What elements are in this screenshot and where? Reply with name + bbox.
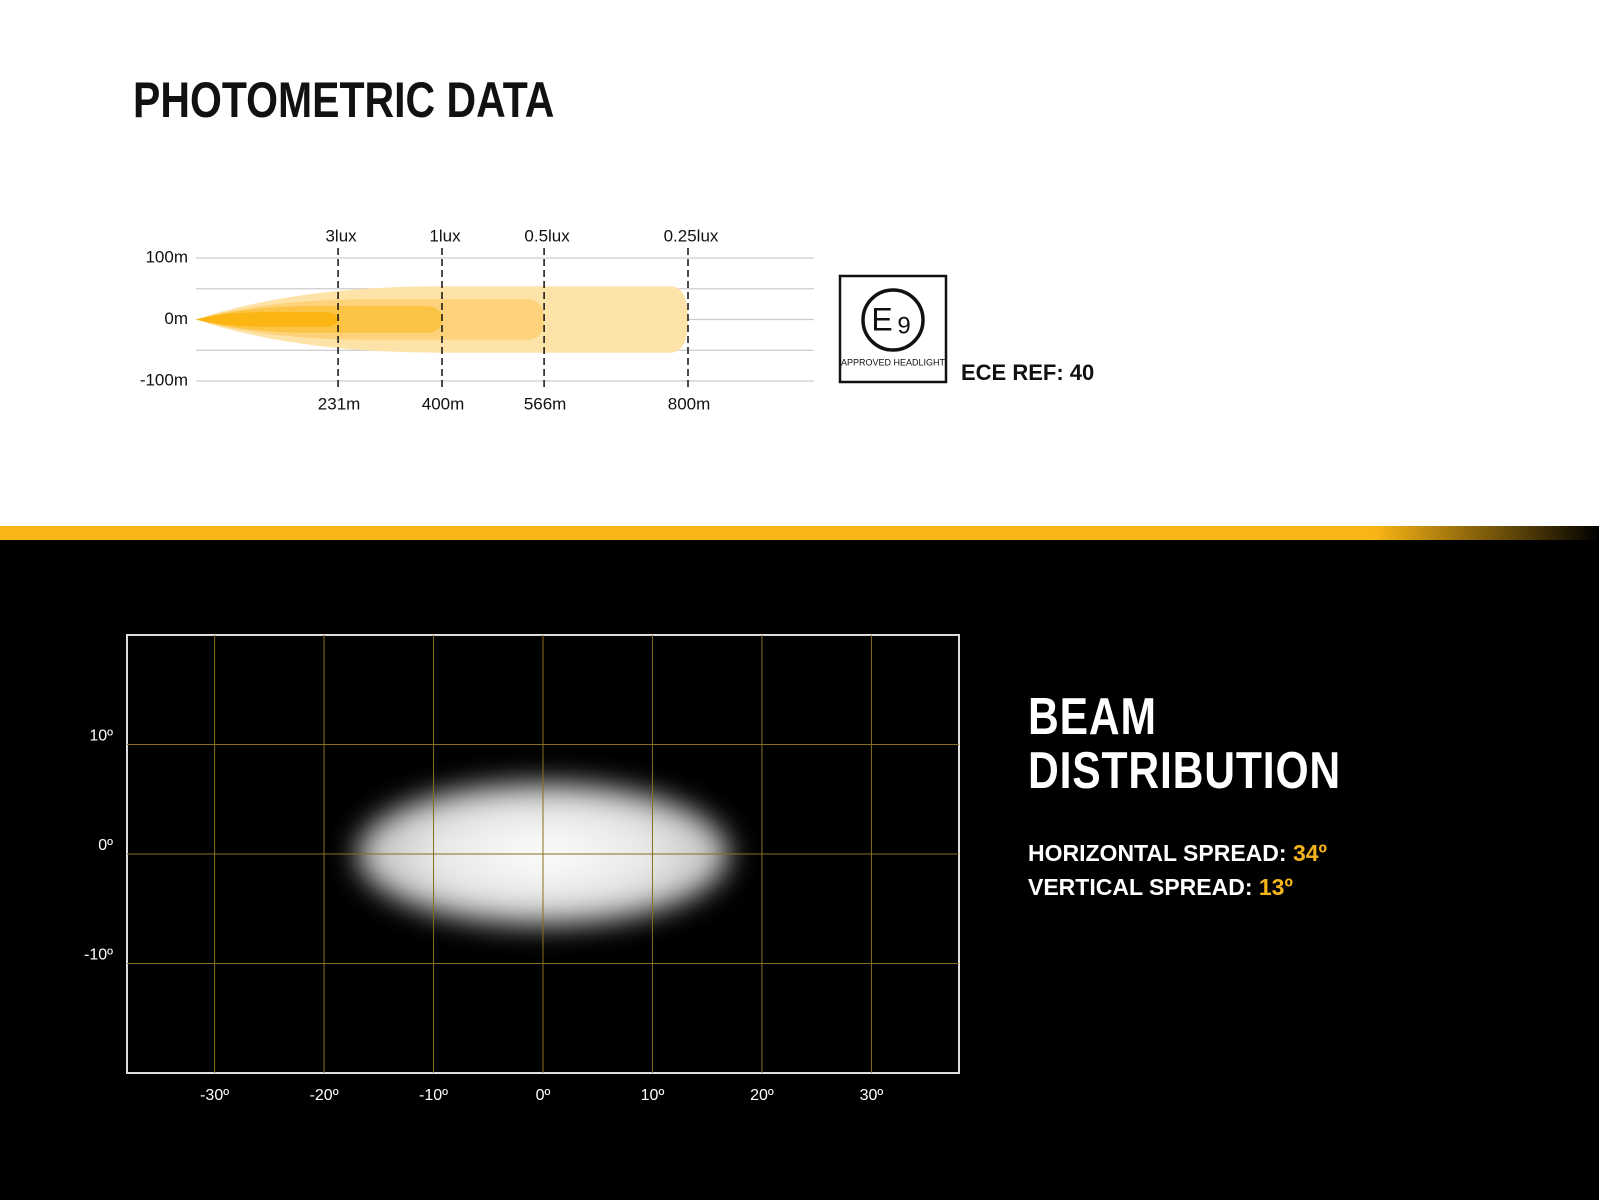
distance-label: 800m [668, 394, 711, 413]
spread-value: 34º [1292, 840, 1327, 866]
y-tick-label: 100m [145, 247, 188, 266]
y-tick-label: -100m [140, 370, 188, 389]
beam-text: BEAM DISTRIBUTION HORIZONTAL SPREAD: 34º… [1028, 688, 1342, 904]
y-tick-label: -10º [84, 947, 113, 964]
distance-label: 400m [422, 394, 465, 413]
page-title: PHOTOMETRIC DATA [133, 72, 554, 128]
distance-label: 231m [318, 394, 361, 413]
vertical-spread: VERTICAL SPREAD: 13º [1028, 870, 1328, 904]
bottom-background [0, 540, 1599, 1200]
y-tick-label: 0m [164, 309, 188, 328]
lux-label: 0.25lux [664, 226, 719, 245]
badge-number: 9 [897, 312, 910, 339]
ece-ref: ECE REF: 40 [961, 360, 1094, 385]
x-tick-label: -20º [310, 1087, 339, 1104]
distance-label: 566m [524, 394, 567, 413]
badge-frame [838, 274, 948, 384]
x-tick-label: 0º [536, 1087, 551, 1104]
lux-label: 1lux [429, 226, 461, 245]
x-tick-label: -30º [200, 1087, 229, 1104]
badge-circle [861, 288, 925, 352]
badge-caption: APPROVED HEADLIGHT [841, 357, 946, 367]
badge-letter: E [871, 301, 892, 337]
lux-label: 0.5lux [524, 226, 570, 245]
x-tick-label: -10º [419, 1087, 448, 1104]
spread-value: 13º [1258, 874, 1293, 900]
isolux-shape [196, 312, 339, 327]
x-tick-label: 10º [641, 1087, 665, 1104]
beam-title: BEAM DISTRIBUTION [1028, 688, 1342, 800]
accent-band [0, 526, 1599, 540]
x-tick-label: 20º [750, 1087, 774, 1104]
spread-label: HORIZONTAL SPREAD: [1028, 840, 1287, 866]
x-tick-label: 30º [860, 1087, 884, 1104]
badge: E 9 APPROVED HEADLIGHT [838, 274, 948, 384]
top-background [0, 0, 1599, 526]
y-tick-label: 10º [89, 728, 113, 745]
horizontal-spread: HORIZONTAL SPREAD: 34º [1028, 836, 1328, 870]
y-tick-label: 0º [98, 837, 113, 854]
spread-label: VERTICAL SPREAD: [1028, 874, 1253, 900]
lux-label: 3lux [325, 226, 357, 245]
